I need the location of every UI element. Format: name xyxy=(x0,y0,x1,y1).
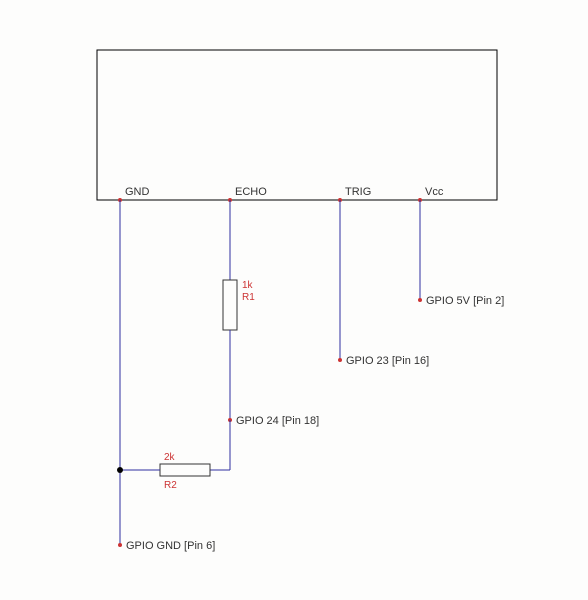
pin-label-gnd: GND xyxy=(125,186,150,198)
terminal-vcc xyxy=(418,298,422,302)
terminal-trig xyxy=(338,358,342,362)
sensor-module-box xyxy=(97,50,497,200)
label-gpio-23: GPIO 23 [Pin 16] xyxy=(346,355,429,367)
r1-name: R1 xyxy=(242,292,255,303)
label-gpio-5v: GPIO 5V [Pin 2] xyxy=(426,295,504,307)
pin-label-echo: ECHO xyxy=(235,186,267,198)
terminal-gnd xyxy=(118,543,122,547)
resistor-r2 xyxy=(160,464,210,476)
r2-name: R2 xyxy=(164,480,177,491)
gnd-junction xyxy=(117,467,123,473)
r2-value: 2k xyxy=(164,452,176,463)
pin-label-vcc: Vcc xyxy=(425,186,444,198)
pin-label-trig: TRIG xyxy=(345,186,371,198)
circuit-schematic: GND ECHO TRIG Vcc GPIO 5V [Pin 2] GPIO 23 [Pi… xyxy=(0,0,588,600)
r1-value: 1k xyxy=(242,280,254,291)
label-gpio-24: GPIO 24 [Pin 18] xyxy=(236,415,319,427)
resistor-r1 xyxy=(223,280,237,330)
label-gpio-gnd: GPIO GND [Pin 6] xyxy=(126,540,215,552)
